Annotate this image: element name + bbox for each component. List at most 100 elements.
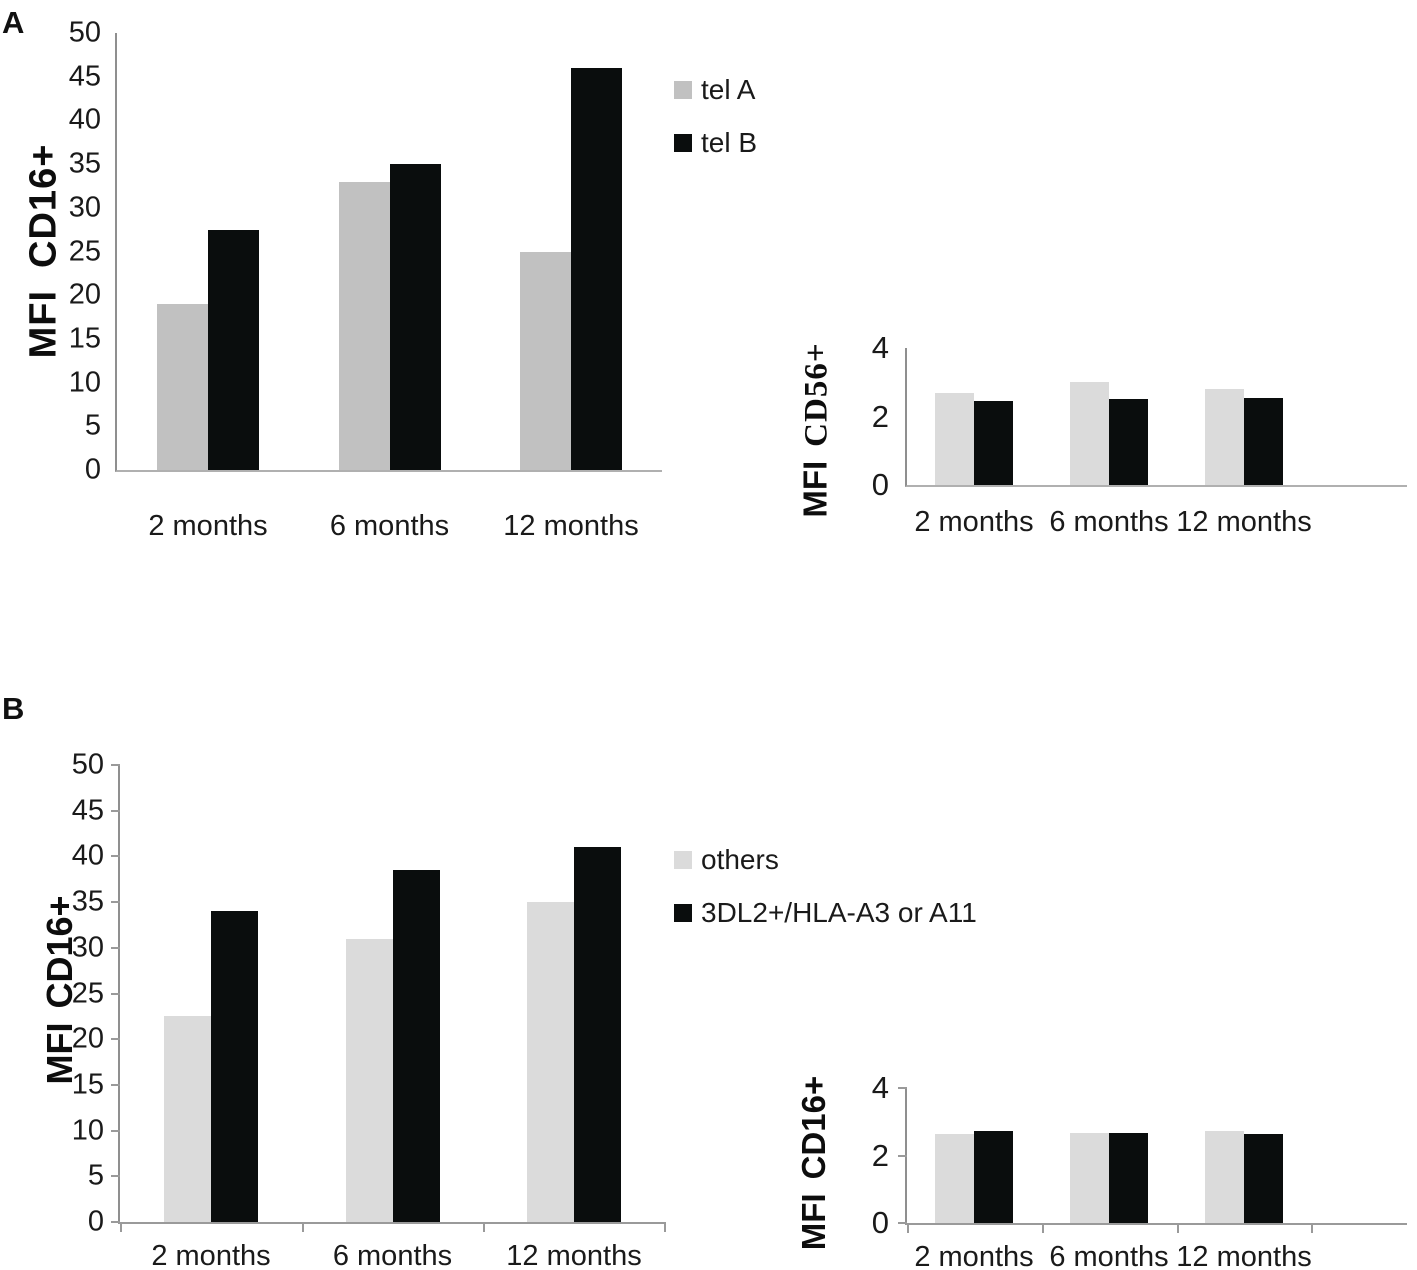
y-tick-mark (111, 1175, 120, 1178)
y-tick-mark (898, 1154, 907, 1157)
y-axis-title-marker: CD16+ (39, 895, 80, 1009)
panel-b-cd16-small-chart: 0 2 4 2 months 6 months 12 months (872, 1070, 1407, 1270)
legend-swatch-others-icon (674, 851, 692, 869)
bar-3dl2-hla-a3-or-a11-2-months (974, 1131, 1013, 1223)
y-tick-label: 35 (68, 147, 101, 180)
bar-tel-b-2-months (974, 401, 1013, 485)
panel-b-cd16-y-axis-title: MFI CD16+ (39, 895, 81, 1084)
y-tick-label: 40 (68, 103, 101, 136)
y-tick-mark (111, 1221, 120, 1223)
x-category-label: 2 months (148, 510, 268, 542)
legend-swatch-3dl2-icon (674, 904, 692, 922)
y-tick-label: 4 (871, 330, 889, 365)
x-tick-mark (301, 1222, 304, 1232)
bar-3dl2-hla-a3-or-a11-12-months (1244, 1134, 1283, 1223)
bar-tel-a-6-months (338, 181, 390, 470)
y-tick-mark (111, 992, 120, 995)
y-tick-label: 2 (871, 398, 889, 434)
panel-a-letter: A (2, 5, 25, 40)
y-tick-label: 20 (71, 1022, 104, 1055)
y-tick-label: 0 (84, 453, 101, 486)
y-tick-label: 5 (84, 409, 101, 442)
x-tick-mark (120, 1222, 122, 1232)
y-tick-mark (111, 901, 120, 904)
y-tick-mark (111, 1129, 120, 1132)
x-category-label: 6 months (1049, 1241, 1169, 1270)
y-tick-label: 25 (68, 235, 101, 267)
y-tick-label: 40 (71, 839, 104, 872)
y-tick-label: 50 (71, 748, 104, 781)
x-category-label: 12 months (506, 1240, 642, 1270)
bar-3dl2-hla-a3-or-a11-12-months (574, 847, 621, 1222)
legend-label-tel-b: tel B (701, 127, 758, 158)
x-tick-mark (1311, 1223, 1313, 1233)
y-tick-mark (111, 764, 120, 766)
x-category-label: 12 months (1176, 506, 1312, 538)
y-tick-mark (111, 946, 120, 949)
y-tick-label: 2 (871, 1137, 889, 1173)
bar-3dl2-hla-a3-or-a11-2-months (211, 911, 258, 1222)
y-tick-label: 45 (71, 794, 104, 827)
legend-item-3dl2: 3DL2+/HLA-A3 or A11 (674, 897, 977, 929)
legend-label-tel-a: tel A (701, 74, 756, 105)
y-tick-label: 30 (71, 931, 104, 964)
y-axis-title-mfi: MFI (795, 1193, 832, 1251)
y-tick-label: 30 (68, 191, 101, 224)
x-category-label: 2 months (914, 1241, 1034, 1270)
legend-panel-b: others 3DL2+/HLA-A3 or A11 (674, 844, 977, 950)
panel-b-cd16-small-y-axis-title: MFI CD16+ (795, 1076, 833, 1250)
y-tick-label: 25 (71, 977, 104, 1009)
panel-a-cd16-chart: 0 5 10 15 20 25 30 35 40 45 50 2 months 6 months 12 m… (69, 17, 662, 542)
x-tick-mark (1177, 1223, 1179, 1233)
panel-a-cd56-chart: 0 2 4 2 months 6 months 12 months (872, 330, 1407, 538)
x-tick-mark (483, 1222, 486, 1232)
bar-tel-b-6-months (389, 164, 441, 470)
legend-item-others: others (674, 844, 977, 876)
y-tick-label: 0 (871, 1205, 889, 1240)
bar-tel-a-2-months (935, 392, 974, 485)
x-tick-mark (664, 1222, 666, 1232)
y-tick-label: 15 (68, 322, 101, 355)
y-tick-label: 45 (68, 60, 101, 93)
y-tick-label: 10 (68, 366, 101, 399)
y-tick-mark (111, 855, 120, 858)
y-axis-title-mfi: MFI (796, 460, 834, 518)
bar-others-12-months (527, 902, 574, 1222)
bar-others-12-months (1205, 1131, 1244, 1223)
y-tick-mark (111, 809, 120, 812)
bar-others-6-months (345, 938, 393, 1222)
y-axis-title-marker: CD56+ (798, 342, 835, 447)
bar-tel-b-6-months (1109, 399, 1148, 485)
x-category-label: 6 months (329, 510, 450, 542)
bar-3dl2-hla-a3-or-a11-6-months (1109, 1133, 1148, 1223)
y-tick-label: 15 (71, 1068, 104, 1101)
bar-tel-a-12-months (520, 251, 571, 470)
legend-label-3dl2: 3DL2+/HLA-A3 or A11 (701, 897, 977, 928)
legend-swatch-tel-b-icon (674, 134, 692, 152)
x-category-label: 2 months (151, 1240, 271, 1270)
x-tick-mark (1042, 1223, 1044, 1233)
y-tick-label: 0 (87, 1205, 104, 1238)
y-tick-label: 5 (87, 1159, 104, 1192)
y-tick-label: 35 (71, 885, 104, 918)
y-tick-mark (111, 1038, 120, 1041)
legend-swatch-tel-a-icon (674, 81, 692, 99)
x-tick-mark (907, 1223, 909, 1233)
x-category-label: 2 months (914, 506, 1034, 538)
bar-tel-b-12-months (571, 67, 622, 470)
y-tick-label: 0 (871, 467, 889, 502)
bar-tel-a-2-months (157, 303, 208, 470)
panel-b-letter: B (2, 691, 25, 726)
legend-label-others: others (701, 844, 779, 875)
legend-panel-a: tel A tel B (674, 74, 757, 180)
panel-a-cd16-y-axis-title: MFI CD16+ (23, 144, 66, 359)
y-axis-title-mfi: MFI (39, 1022, 80, 1085)
panel-b-cd16-chart: 0 5 10 15 20 25 30 35 40 45 50 2 months 6 months 12 m… (72, 749, 666, 1270)
bar-others-6-months (1070, 1132, 1109, 1223)
y-tick-label: 20 (68, 278, 101, 311)
y-axis-title-marker: CD16+ (795, 1075, 832, 1180)
bar-others-2-months (935, 1133, 974, 1223)
y-tick-mark (111, 1083, 120, 1086)
y-tick-label: 10 (71, 1114, 104, 1147)
